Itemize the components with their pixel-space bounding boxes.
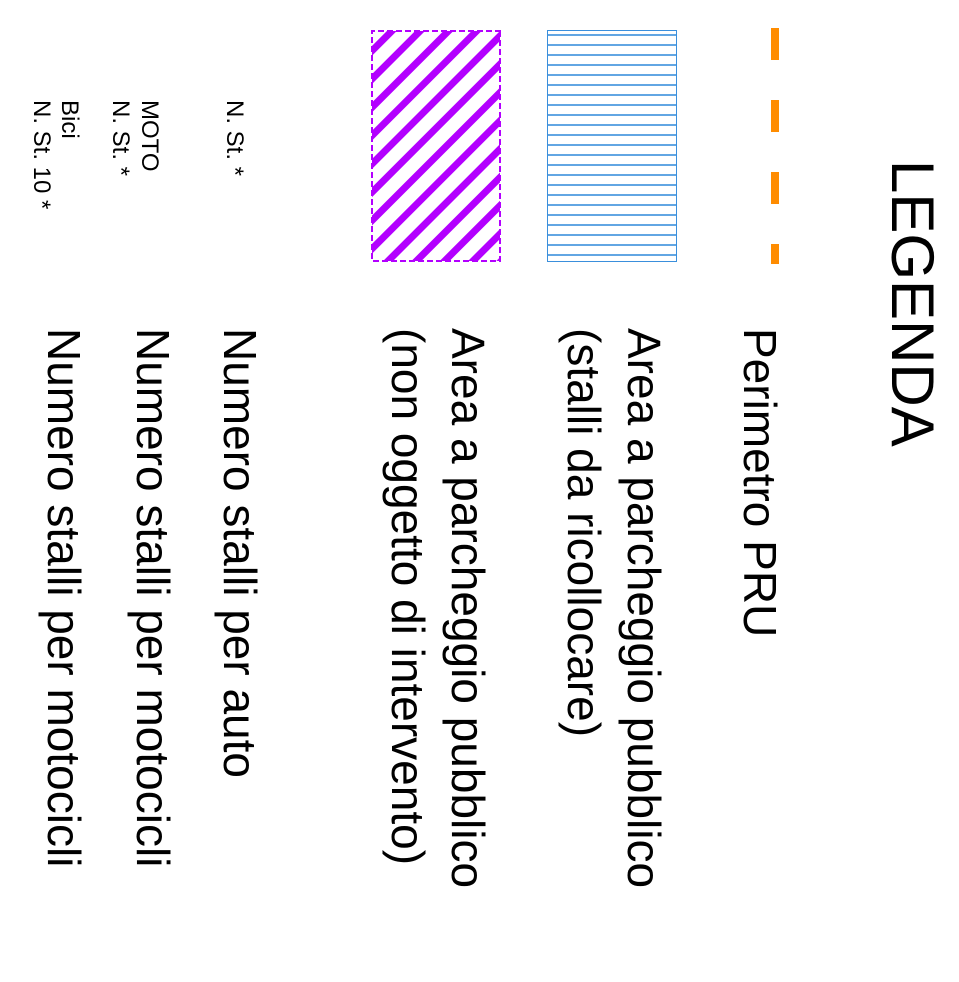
parking-relocate-label-line1: Area a parcheggio pubblico (618, 328, 670, 889)
parking-public-label-line2: (non oggetto di intervento) (382, 328, 434, 866)
moto-stalls-symbol-line2: N. St. * (107, 100, 134, 177)
bike-stalls-symbol-line2: N. St. 10 * (28, 100, 55, 210)
moto-stalls-symbol-line1: MOTO (136, 100, 163, 172)
bike-stalls-label: Numero stalli per motocicli (38, 328, 90, 868)
car-stalls-symbol-text: N. St. * (221, 100, 248, 177)
perimeter-dashed-line-symbol (771, 28, 779, 264)
horizontal-hatch-symbol (547, 30, 677, 262)
hatch-box (547, 30, 677, 262)
parking-relocate-label-line2: (stalli da ricollocare) (558, 328, 610, 738)
moto-stalls-label: Numero stalli per motocicli (127, 328, 179, 868)
bike-stalls-symbol-line1: Bici (56, 100, 83, 139)
perimeter-label: Perimetro PRU (734, 328, 786, 638)
legend-title: LEGENDA (879, 160, 946, 447)
car-stalls-label: Numero stalli per auto (214, 328, 266, 778)
parking-public-label-line1: Area a parcheggio pubblico (442, 328, 494, 889)
diagonal-hatch-symbol (371, 30, 501, 262)
diag-box (371, 30, 501, 262)
